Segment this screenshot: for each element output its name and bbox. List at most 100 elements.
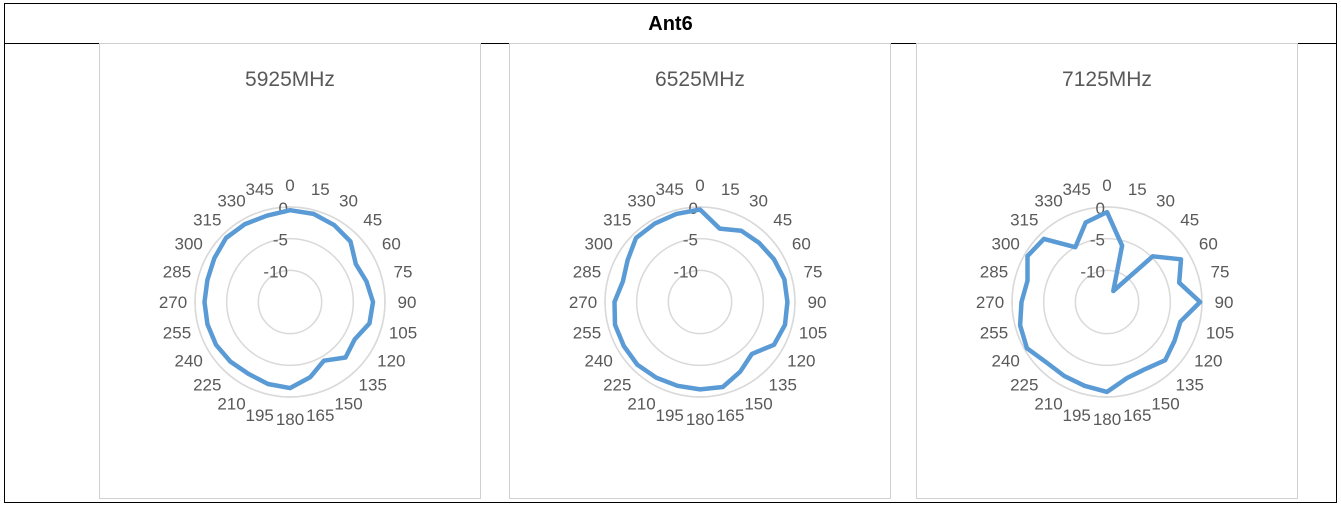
angle-tick-label: 300: [174, 235, 202, 254]
data-point: [772, 257, 776, 262]
outer-ring: [1011, 206, 1203, 398]
radial-tick-label: -10: [263, 262, 288, 281]
data-point: [1198, 300, 1202, 304]
angle-tick-label: 240: [174, 352, 202, 371]
data-point: [783, 322, 787, 327]
angle-tick-label: 195: [1063, 406, 1091, 425]
data-point: [1125, 376, 1130, 380]
data-point: [205, 278, 210, 282]
angle-tick-label: 180: [276, 410, 304, 429]
data-point: [1179, 257, 1183, 262]
angle-tick-label: 150: [744, 394, 772, 413]
data-point: [311, 212, 316, 216]
angle-tick-label: 330: [627, 192, 655, 211]
data-point: [212, 256, 217, 261]
data-point: [352, 337, 357, 342]
angle-tick-label: 120: [377, 352, 405, 371]
angle-tick-label: 315: [603, 210, 631, 229]
angle-tick-label: 150: [334, 394, 362, 413]
angle-tick-label: 255: [573, 323, 601, 342]
data-point: [739, 228, 743, 233]
angle-tick-label: 345: [1063, 180, 1091, 199]
angle-tick-label: 195: [246, 406, 274, 425]
data-point: [1105, 210, 1109, 214]
chart-panel-6525: 6525MHz 0 -5 -10 0 15 30 45 60 75 90 105 120 135 150 1…: [509, 43, 891, 499]
angle-tick-label: 285: [980, 263, 1008, 282]
data-point: [243, 222, 247, 226]
angle-tick-label: 0: [695, 176, 704, 195]
angle-tick-label: 15: [1128, 180, 1147, 199]
angle-tick-label: 60: [792, 235, 811, 254]
angle-tick-label: 225: [1010, 376, 1038, 395]
grid-ring: [225, 237, 355, 367]
data-point: [738, 369, 743, 374]
data-point: [634, 236, 638, 240]
angle-tick-label: 0: [1102, 176, 1111, 195]
data-point: [698, 207, 702, 212]
data-point: [698, 387, 702, 392]
angle-tick-label: 75: [394, 263, 413, 282]
data-point: [332, 223, 337, 228]
data-point: [214, 342, 218, 347]
data-point: [750, 352, 754, 356]
data-point: [785, 300, 790, 304]
table-title: Ant6: [5, 4, 1336, 44]
data-point: [1163, 358, 1168, 363]
angle-tick-label: 285: [573, 263, 601, 282]
radar-chart-6525: 0-5-100 153045607590105120135150165180195…: [569, 176, 827, 429]
angle-tick-label: 285: [163, 263, 191, 282]
grid-ring: [1074, 269, 1140, 335]
angle-tick-label: 300: [584, 235, 612, 254]
angle-tick-label: 225: [193, 376, 221, 395]
radial-tick-label: 0: [1096, 199, 1105, 218]
angle-tick-label: 30: [749, 192, 768, 211]
data-point: [288, 386, 292, 390]
data-point: [308, 375, 312, 380]
angle-tick-label: 240: [584, 352, 612, 371]
angle-tick-label: 90: [398, 293, 417, 312]
data-point: [202, 300, 207, 304]
angle-tick-label: 255: [163, 323, 191, 342]
data-point: [652, 221, 657, 226]
data-point: [782, 277, 787, 282]
data-point: [1111, 289, 1116, 293]
grid-ring: [667, 269, 733, 335]
angle-tick-label: 345: [656, 180, 684, 199]
grid-ring: [1011, 206, 1203, 398]
angle-tick-label: 75: [1211, 263, 1230, 282]
angle-tick-label: 210: [217, 394, 245, 413]
series-line: [612, 207, 790, 392]
chart-title: 5925MHz: [245, 68, 335, 91]
angle-tick-label: 60: [1199, 235, 1218, 254]
data-point: [1019, 300, 1024, 304]
data-point: [343, 355, 348, 360]
data-point: [322, 358, 326, 363]
data-point: [613, 322, 617, 327]
angle-tick-label: 60: [382, 235, 401, 254]
data-point: [1178, 319, 1183, 324]
angle-tick-label: 165: [716, 406, 744, 425]
angle-tick-label: 255: [980, 323, 1008, 342]
radial-tick-label: -5: [1090, 231, 1105, 250]
outer-ring: [604, 206, 796, 398]
angle-tick-label: 120: [1194, 352, 1222, 371]
angle-tick-label: 330: [217, 192, 245, 211]
angle-tick-label: 30: [1156, 192, 1175, 211]
radial-tick-label: -5: [683, 231, 698, 250]
data-point: [621, 279, 625, 284]
angle-tick-label: 180: [686, 410, 714, 429]
grid-ring: [1042, 237, 1172, 367]
chart-panel-5925: 5925MHz 0 -5 -10 0 15 30 45 60 75 90 105 120 135 150 1…: [99, 43, 481, 499]
data-point: [1083, 220, 1088, 225]
data-point: [364, 279, 369, 284]
data-point: [205, 322, 210, 326]
data-point: [1025, 346, 1029, 351]
angle-tick-label: 135: [1176, 376, 1204, 395]
angle-tick-label: 165: [306, 406, 334, 425]
angle-tick-label: 150: [1151, 394, 1179, 413]
data-point: [228, 359, 233, 364]
angle-tick-label: 270: [976, 293, 1004, 312]
grid-ring: [194, 206, 386, 398]
